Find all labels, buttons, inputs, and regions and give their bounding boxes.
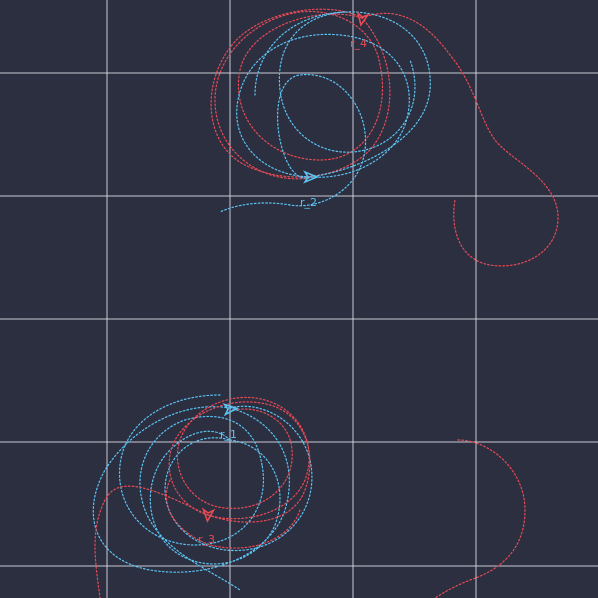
robot-r1[interactable]: [222, 402, 240, 417]
trail-r2-loop-c: [278, 11, 416, 153]
trail-r3-loop-d: [165, 479, 301, 549]
trail-r3-loop-b: [179, 396, 310, 520]
arrow-robot-icon: [303, 170, 320, 184]
robot-label-r2: r_2: [300, 196, 317, 209]
trail-r1: [92, 394, 313, 591]
trail-r4-tail: [361, 12, 559, 267]
robot-label-r4: r_4: [350, 37, 367, 50]
robot-r4[interactable]: [356, 10, 370, 27]
trail-r2-tail: [219, 74, 367, 213]
robot-label-r3: r_3: [198, 533, 215, 546]
trail-r2-loop-b: [254, 11, 431, 178]
trail-r4: [210, 8, 559, 267]
trail-r4-loop-b: [237, 13, 384, 161]
robot-r3[interactable]: [201, 507, 216, 523]
trail-r3-loop-a: [168, 401, 311, 523]
trail-r3: [94, 396, 526, 598]
robot-r2[interactable]: [303, 170, 320, 184]
trail-r3-tail-left: [94, 485, 209, 598]
arrow-robot-icon: [201, 507, 216, 523]
arrow-robot-icon: [356, 10, 370, 27]
trail-r1-loop-a: [92, 406, 290, 573]
trail-r1-loop-c: [149, 430, 281, 565]
robot-label-r1: r_1: [220, 428, 237, 441]
trail-r4-loop-a: [210, 8, 391, 178]
arrow-robot-icon: [222, 402, 240, 417]
trail-r2-loop-a: [236, 33, 410, 178]
trail-r3-loop-c: [176, 408, 293, 509]
trail-r1-loop-b: [164, 405, 313, 552]
trail-r1-loop-d: [118, 394, 264, 546]
trail-r4-loop-c: [214, 10, 381, 180]
trail-r1-tail: [139, 415, 263, 591]
trail-r3-tail-right: [434, 439, 526, 598]
trail-r2: [219, 11, 431, 213]
